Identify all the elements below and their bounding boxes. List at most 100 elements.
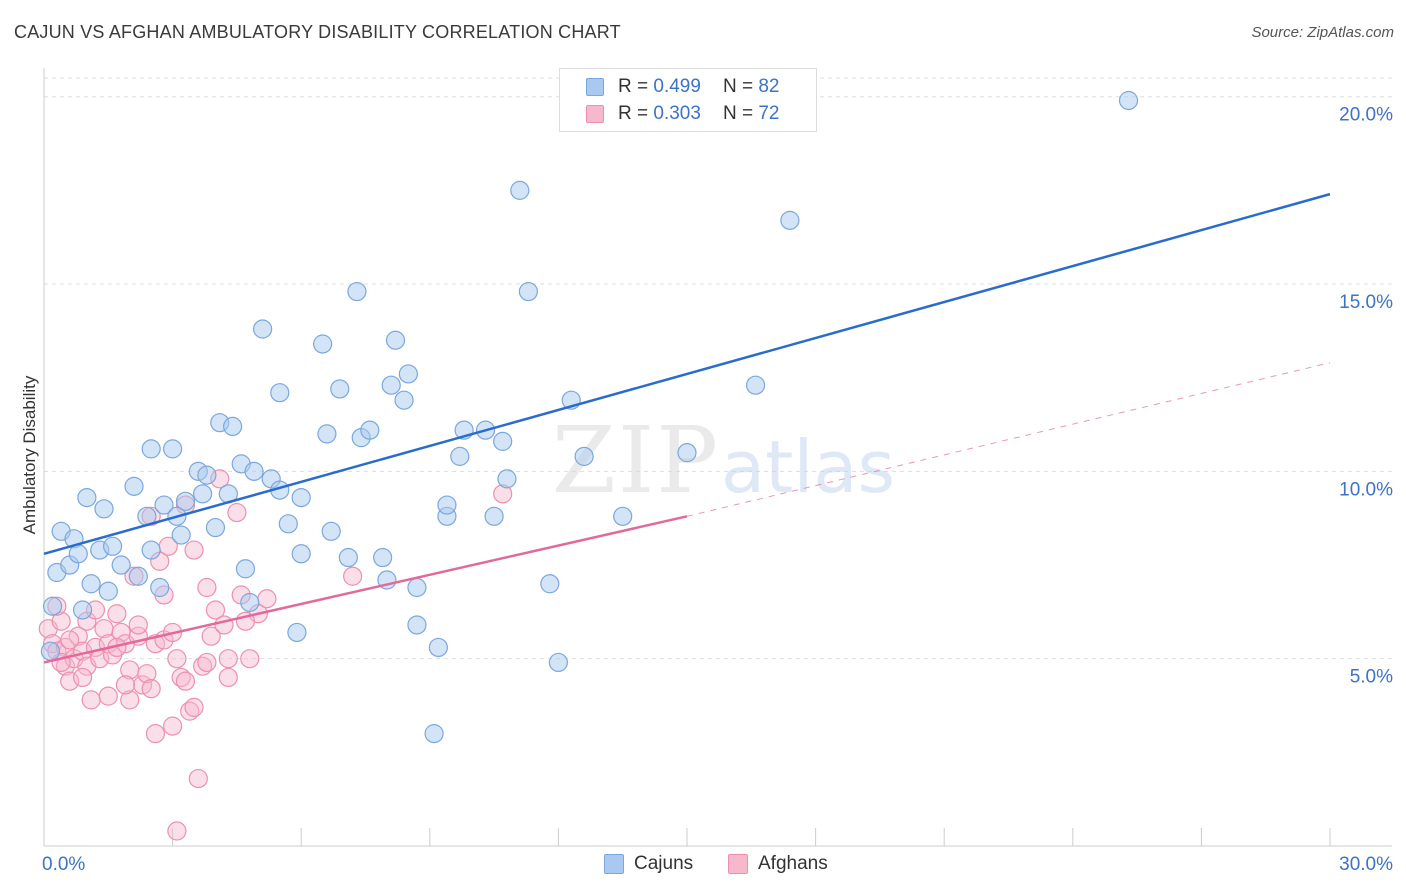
afghans-point-57 <box>98 686 118 706</box>
cajuns-point-47 <box>360 420 380 440</box>
afghans-point-12 <box>81 690 101 710</box>
cajuns-point-74 <box>780 210 800 230</box>
cajuns-point-40 <box>291 544 311 564</box>
cajuns-n-value: 82 <box>758 76 780 97</box>
afghans-point-39 <box>184 540 204 560</box>
cajuns-point-53 <box>398 364 418 384</box>
cajuns-point-11 <box>102 536 123 556</box>
afghans-point-64 <box>197 577 217 598</box>
bottom-afghans-swatch <box>728 854 748 874</box>
cajuns-point-63 <box>493 431 513 451</box>
cajuns-point-21 <box>171 525 191 545</box>
cajuns-point-80 <box>321 521 341 541</box>
y-tick-label-15: 15.0% <box>1339 292 1393 313</box>
cajuns-point-57 <box>428 637 448 658</box>
cajuns-point-24 <box>193 484 213 504</box>
afghans-point-33 <box>163 716 183 736</box>
cajuns-r-label: R = <box>618 76 649 97</box>
cajuns-point-25 <box>197 465 217 485</box>
afghans-point-60 <box>218 649 238 669</box>
y-axis-label: Ambulatory Disability <box>20 375 39 535</box>
x-tick-label-30: 30.0% <box>1339 854 1393 875</box>
cajuns-point-77 <box>72 600 93 620</box>
cajuns-point-41 <box>313 334 333 354</box>
x-tick-label-0: 0.0% <box>42 854 85 875</box>
cajuns-point-42 <box>317 424 337 444</box>
y-tick-label-10: 10.0% <box>1339 479 1393 500</box>
cajuns-point-67 <box>540 574 560 594</box>
cajuns-point-16 <box>141 439 161 459</box>
cajuns-point-26 <box>205 517 226 538</box>
cajuns-swatch <box>586 78 604 96</box>
afghans-point-44 <box>205 600 226 620</box>
watermark: ZIP atlas <box>552 407 895 514</box>
legend-row-afghans: R = 0.303 N = 72 <box>586 102 779 126</box>
cajuns-point-65 <box>510 180 530 200</box>
afghans-point-43 <box>201 626 221 646</box>
cajuns-point-35 <box>270 383 290 403</box>
cajuns-point-18 <box>154 495 174 515</box>
afghans-point-59 <box>184 697 204 717</box>
chart-title: CAJUN VS AFGHAN AMBULATORY DISABILITY CO… <box>14 22 621 42</box>
afghans-point-61 <box>60 630 80 650</box>
cajuns-point-22 <box>175 491 196 511</box>
afghans-point-50 <box>240 649 260 669</box>
afghans-point-53 <box>343 566 363 586</box>
cajuns-point-64 <box>497 469 517 489</box>
cajuns-point-59 <box>450 446 470 466</box>
axes <box>43 68 1392 847</box>
cajuns-point-13 <box>124 476 144 496</box>
bottom-legend-afghans: Afghans <box>728 852 828 876</box>
afghans-point-46 <box>214 615 234 635</box>
afghans-point-6 <box>60 671 80 691</box>
cajuns-point-54 <box>407 577 427 598</box>
afghans-point-26 <box>137 664 157 684</box>
cajuns-point-44 <box>338 547 358 568</box>
afghans-point-63 <box>128 615 148 635</box>
bottom-legend-cajuns: Cajuns <box>604 852 693 876</box>
cajuns-point-19 <box>163 439 183 459</box>
afghans-point-56 <box>72 667 93 688</box>
afghans-point-47 <box>218 667 238 688</box>
cajuns-point-52 <box>394 390 414 410</box>
cajuns-point-68 <box>548 652 569 673</box>
cajuns-n-label: N = <box>722 76 754 97</box>
cajuns-point-48 <box>373 547 393 568</box>
cajuns-point-56 <box>424 724 444 744</box>
cajuns-point-51 <box>385 330 406 350</box>
watermark-atlas: atlas <box>721 425 895 509</box>
bottom-cajuns-swatch <box>604 854 624 874</box>
cajuns-point-10 <box>98 581 118 601</box>
cajuns-point-73 <box>745 375 766 395</box>
cajuns-point-72 <box>677 443 697 463</box>
afghans-r-label: R = <box>618 103 649 124</box>
source-label: Source: ZipAtlas.com <box>1251 24 1394 41</box>
cajuns-point-43 <box>330 379 350 399</box>
cajuns-point-14 <box>128 566 148 586</box>
afghans-point-3 <box>51 611 71 631</box>
cajuns-point-55 <box>407 615 427 635</box>
cajuns-point-81 <box>437 495 457 515</box>
cajuns-point-7 <box>81 574 101 594</box>
afghans-trend-line <box>43 515 688 664</box>
cajuns-point-12 <box>111 555 131 575</box>
afghans-point-35 <box>167 821 187 841</box>
cajuns-point-31 <box>240 592 260 613</box>
afghans-point-52 <box>257 589 277 609</box>
legend-row-cajuns: R = 0.499 N = 82 <box>586 75 779 99</box>
cajuns-point-66 <box>518 281 538 302</box>
trend-lines <box>43 192 1331 664</box>
y-tick-label-5: 5.0% <box>1350 667 1393 688</box>
cajuns-point-45 <box>347 281 367 302</box>
afghans-swatch <box>586 105 604 123</box>
cajuns-point-71 <box>613 506 633 526</box>
bottom-cajuns-label: Cajuns <box>634 853 694 874</box>
cajuns-point-32 <box>244 461 264 481</box>
cajuns-point-38 <box>287 622 307 643</box>
tick-labels: 5.0% 10.0% 15.0% 20.0% 0.0% 30.0% <box>42 105 1393 875</box>
cajuns-point-39 <box>291 487 311 508</box>
afghans-point-18 <box>107 604 127 624</box>
cajuns-trend-line <box>43 192 1331 555</box>
afghans-n-label: N = <box>722 103 754 124</box>
